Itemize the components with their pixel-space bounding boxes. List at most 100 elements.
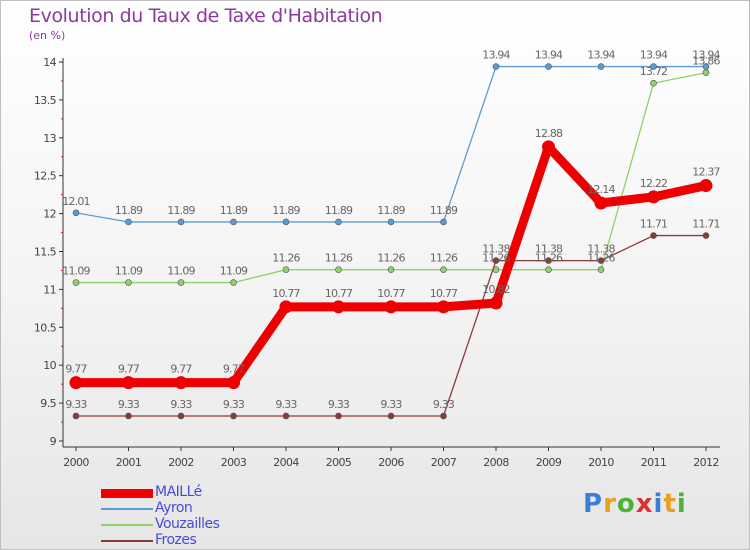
y-tick-label: 12 bbox=[43, 208, 56, 221]
data-label-vouzailles: 11.26 bbox=[535, 252, 563, 265]
chart-title: Evolution du Taux de Taxe d'Habitation bbox=[29, 5, 383, 27]
y-tick-label: 9.5 bbox=[40, 397, 56, 410]
chart-subtitle: (en %) bbox=[29, 29, 66, 42]
logo-letter: t bbox=[663, 489, 677, 519]
data-label-maille: 9.77 bbox=[65, 363, 87, 376]
data-label-frozes: 11.71 bbox=[692, 218, 720, 231]
x-tick-label: 2007 bbox=[431, 456, 457, 469]
data-label-vouzailles: 11.09 bbox=[115, 265, 143, 278]
data-point-maille bbox=[279, 300, 293, 314]
data-label-maille: 10.77 bbox=[430, 287, 458, 300]
y-tick-label: 12.5 bbox=[34, 170, 57, 183]
data-point-ayron bbox=[440, 218, 447, 226]
legend-swatch-maille bbox=[101, 488, 153, 498]
chart-legend: MAILLé Ayron Vouzailles Frozes bbox=[101, 484, 301, 549]
y-tick-label: 11.5 bbox=[34, 246, 57, 259]
data-point-frozes bbox=[230, 412, 237, 420]
data-point-frozes bbox=[387, 412, 395, 420]
legend-item-ayron: Ayron bbox=[101, 500, 301, 517]
legend-label-frozes: Frozes bbox=[155, 532, 197, 548]
data-label-vouzailles: 11.26 bbox=[482, 252, 510, 265]
data-point-frozes bbox=[177, 412, 185, 420]
logo-letter: r bbox=[603, 489, 617, 519]
proxiti-logo: Proxiti bbox=[583, 489, 687, 519]
y-tick-label: 10 bbox=[43, 359, 56, 372]
data-point-maille bbox=[332, 300, 345, 314]
data-label-vouzailles: 11.09 bbox=[220, 265, 248, 278]
data-label-frozes: 9.33 bbox=[223, 398, 245, 411]
x-tick-label: 2010 bbox=[588, 456, 614, 469]
data-label-vouzailles: 11.09 bbox=[62, 265, 90, 278]
y-tick-label: 10.5 bbox=[34, 321, 57, 334]
legend-item-vouzailles: Vouzailles bbox=[101, 516, 301, 533]
y-tick-label: 11 bbox=[43, 283, 56, 296]
y-tick-label: 13.5 bbox=[34, 94, 57, 107]
data-point-ayron bbox=[650, 63, 657, 70]
data-point-vouzailles bbox=[282, 266, 290, 273]
data-point-ayron bbox=[282, 218, 290, 226]
x-tick-label: 2003 bbox=[221, 456, 247, 469]
data-point-ayron bbox=[177, 218, 185, 226]
data-point-ayron bbox=[72, 209, 80, 217]
data-label-maille: 9.77 bbox=[223, 363, 245, 376]
logo-letter: o bbox=[616, 489, 636, 519]
data-label-maille: 10.77 bbox=[325, 287, 353, 300]
x-tick-label: 2011 bbox=[641, 456, 667, 469]
data-label-vouzailles: 11.09 bbox=[167, 265, 195, 278]
data-label-maille: 12.14 bbox=[587, 183, 615, 196]
data-label-frozes: 11.38 bbox=[535, 243, 563, 256]
data-point-maille bbox=[122, 376, 135, 390]
data-label-ayron: 11.89 bbox=[377, 204, 405, 217]
data-label-maille: 10.82 bbox=[482, 283, 510, 296]
data-label-vouzailles: 11.26 bbox=[325, 252, 353, 265]
data-label-ayron: 13.94 bbox=[640, 49, 668, 62]
data-label-ayron: 11.89 bbox=[272, 204, 300, 217]
data-point-frozes bbox=[282, 412, 290, 420]
data-point-frozes bbox=[335, 412, 342, 420]
chart-axes: 9 9.5 10 10.5 11 11.5 12 12.5 13 13.5 14 2000 2001 20… bbox=[34, 56, 720, 469]
y-tick-label: 9 bbox=[50, 435, 57, 448]
data-label-frozes: 11.38 bbox=[587, 243, 615, 256]
data-label-maille: 9.77 bbox=[170, 363, 192, 376]
data-label-ayron: 13.94 bbox=[482, 49, 510, 62]
data-point-vouzailles bbox=[650, 79, 657, 87]
data-point-frozes bbox=[597, 257, 605, 264]
data-point-frozes bbox=[545, 257, 552, 264]
data-point-maille bbox=[384, 300, 398, 314]
data-label-ayron: 11.89 bbox=[325, 204, 353, 217]
y-tick-label: 13 bbox=[43, 132, 56, 145]
data-label-ayron: 11.89 bbox=[430, 204, 458, 217]
data-label-vouzailles: 11.26 bbox=[272, 252, 300, 265]
data-point-vouzailles bbox=[125, 279, 132, 286]
data-label-frozes: 9.33 bbox=[118, 398, 140, 411]
x-tick-label: 2009 bbox=[536, 456, 562, 469]
data-point-maille bbox=[174, 376, 188, 390]
data-point-ayron bbox=[335, 218, 342, 226]
data-label-ayron: 11.89 bbox=[220, 204, 248, 217]
data-point-frozes bbox=[702, 232, 710, 239]
legend-label-ayron: Ayron bbox=[155, 500, 193, 516]
data-label-vouzailles: 11.26 bbox=[430, 252, 458, 265]
legend-swatch-frozes bbox=[101, 540, 153, 542]
data-point-vouzailles bbox=[177, 279, 185, 286]
data-label-maille: 12.22 bbox=[640, 177, 668, 190]
data-label-vouzailles: 11.26 bbox=[587, 252, 615, 265]
legend-item-maille: MAILLé bbox=[101, 484, 301, 501]
x-tick-label: 2002 bbox=[168, 456, 194, 469]
data-point-maille bbox=[437, 300, 450, 314]
legend-item-frozes: Frozes bbox=[101, 532, 301, 549]
data-label-ayron: 13.94 bbox=[587, 49, 615, 62]
legend-swatch-vouzailles bbox=[101, 524, 153, 526]
data-point-maille bbox=[489, 296, 503, 310]
data-label-frozes: 9.33 bbox=[170, 398, 192, 411]
data-label-ayron: 13.94 bbox=[535, 49, 563, 62]
data-label-frozes: 9.33 bbox=[65, 398, 87, 411]
data-label-frozes: 9.33 bbox=[380, 398, 402, 411]
data-point-frozes bbox=[492, 257, 500, 264]
data-point-vouzailles bbox=[702, 69, 710, 76]
data-point-vouzailles bbox=[230, 279, 237, 286]
x-tick-label: 2012 bbox=[693, 456, 719, 469]
logo-letter: i bbox=[676, 489, 687, 519]
